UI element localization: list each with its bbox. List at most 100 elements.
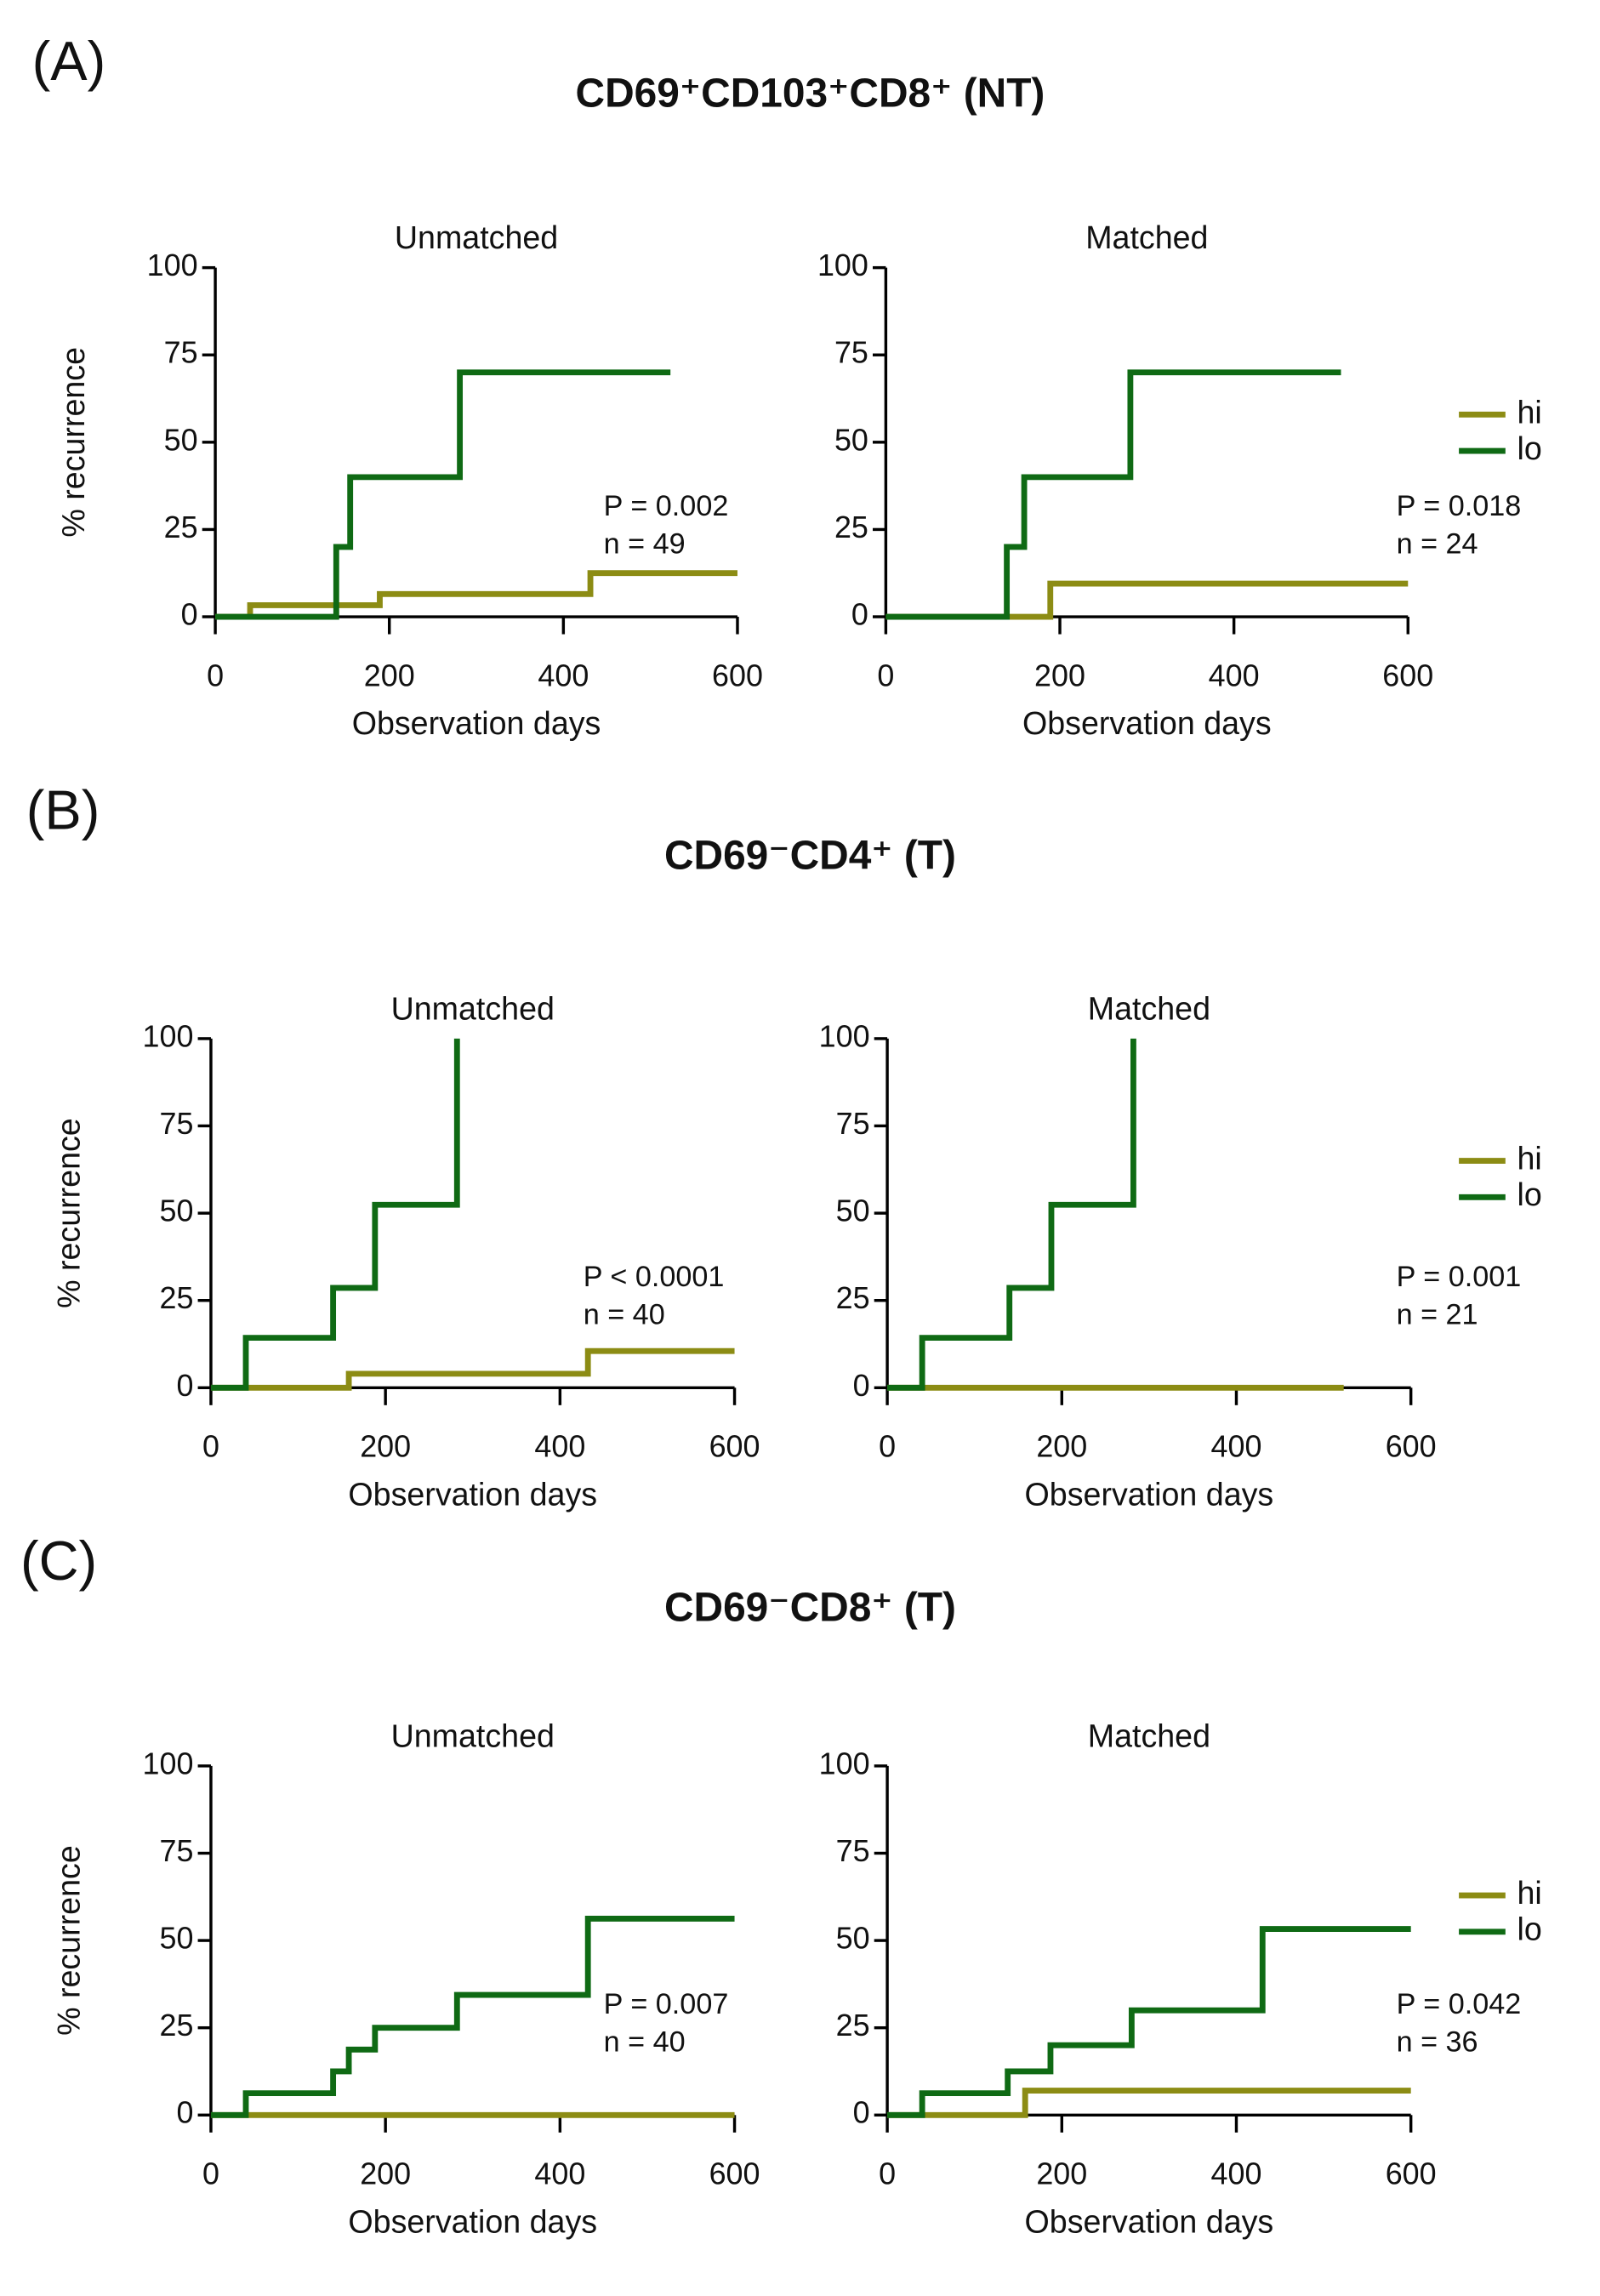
x-tick-label: 600 xyxy=(1386,2157,1437,2191)
y-tick-label: 75 xyxy=(160,1107,194,1141)
x-tick-label: 0 xyxy=(877,658,894,692)
x-tick-label: 400 xyxy=(1211,2157,1262,2191)
survival-line xyxy=(885,580,1409,620)
x-tick-label: 400 xyxy=(1209,658,1260,692)
y-tick-label: 100 xyxy=(819,1746,870,1780)
x-tick-label: 600 xyxy=(709,2157,760,2191)
y-tick-label: 50 xyxy=(160,1194,194,1228)
x-tick-label: 600 xyxy=(1382,658,1433,692)
x-tick-label: 600 xyxy=(1386,1430,1437,1464)
y-tick-label: 50 xyxy=(160,1922,194,1956)
legend-label: hi xyxy=(1517,394,1542,430)
x-tick-label: 600 xyxy=(712,658,763,692)
annotation: P = 0.001 xyxy=(1397,1261,1522,1293)
x-tick-label: 200 xyxy=(1036,1430,1087,1464)
survival-line xyxy=(887,1926,1411,2118)
y-tick-label: 100 xyxy=(817,248,868,282)
y-tick-label: 25 xyxy=(160,1281,194,1315)
y-tick-label: 25 xyxy=(160,2008,194,2042)
chart-title: Matched xyxy=(1085,219,1208,255)
annotation: n = 49 xyxy=(604,527,686,560)
annotation: P < 0.0001 xyxy=(584,1261,725,1293)
x-tick-label: 400 xyxy=(534,2157,585,2191)
annotation: n = 36 xyxy=(1397,2026,1478,2059)
panel-title: CD69⁺CD103⁺CD8⁺ (NT) xyxy=(576,71,1045,116)
x-tick-label: 0 xyxy=(879,1430,896,1464)
y-tick-label: 0 xyxy=(853,2096,870,2130)
x-axis-label: Observation days xyxy=(1025,1476,1274,1512)
legend-label: hi xyxy=(1517,1140,1542,1176)
survival-line xyxy=(210,1347,735,1391)
y-axis-label: % recurrence xyxy=(51,1118,87,1308)
y-tick-label: 75 xyxy=(836,1107,870,1141)
y-tick-label: 0 xyxy=(176,2096,193,2130)
x-axis-label: Observation days xyxy=(1025,2203,1274,2239)
chart-title: Matched xyxy=(1088,1718,1210,1753)
annotation: P = 0.002 xyxy=(604,490,729,522)
x-tick-label: 200 xyxy=(1036,2157,1087,2191)
x-tick-label: 200 xyxy=(360,2157,411,2191)
annotation: P = 0.042 xyxy=(1397,1988,1522,2020)
chart-title: Unmatched xyxy=(391,1718,555,1753)
y-tick-label: 25 xyxy=(836,2008,870,2042)
x-tick-label: 0 xyxy=(202,2157,219,2191)
y-tick-label: 100 xyxy=(143,1019,194,1053)
y-tick-label: 50 xyxy=(164,423,198,457)
y-tick-label: 50 xyxy=(836,1922,870,1956)
annotation: n = 40 xyxy=(584,1299,665,1331)
survival-line xyxy=(210,1916,735,2118)
y-tick-label: 100 xyxy=(143,1746,194,1780)
survival-line xyxy=(887,2088,1411,2118)
y-tick-label: 75 xyxy=(834,336,868,370)
y-tick-label: 25 xyxy=(834,510,868,544)
y-tick-label: 0 xyxy=(181,598,198,632)
y-axis-label: % recurrence xyxy=(51,1845,87,2036)
y-tick-label: 0 xyxy=(851,598,868,632)
y-tick-label: 75 xyxy=(836,1834,870,1868)
chart-title: Unmatched xyxy=(391,990,555,1026)
panel-label: (C) xyxy=(20,1530,97,1592)
survival-line xyxy=(885,369,1341,620)
panel-title: CD69⁻CD4⁺ (T) xyxy=(664,834,956,879)
legend-label: hi xyxy=(1517,1875,1542,1911)
x-tick-label: 200 xyxy=(360,1430,411,1464)
x-tick-label: 600 xyxy=(709,1430,760,1464)
y-tick-label: 75 xyxy=(160,1834,194,1868)
x-tick-label: 400 xyxy=(534,1430,585,1464)
x-axis-label: Observation days xyxy=(348,2203,597,2239)
x-tick-label: 0 xyxy=(207,658,224,692)
y-tick-label: 50 xyxy=(836,1194,870,1228)
annotation: n = 24 xyxy=(1397,527,1478,560)
x-axis-label: Observation days xyxy=(352,705,601,741)
annotation: P = 0.018 xyxy=(1397,490,1522,522)
chart-title: Matched xyxy=(1088,990,1210,1026)
panel-label: (B) xyxy=(26,779,100,841)
x-tick-label: 0 xyxy=(879,2157,896,2191)
x-axis-label: Observation days xyxy=(1022,705,1272,741)
y-tick-label: 75 xyxy=(164,336,198,370)
annotation: P = 0.007 xyxy=(604,1988,729,2020)
x-tick-label: 200 xyxy=(364,658,415,692)
y-tick-label: 100 xyxy=(819,1019,870,1053)
x-tick-label: 0 xyxy=(202,1430,219,1464)
x-axis-label: Observation days xyxy=(348,1476,597,1512)
panel-label: (A) xyxy=(32,30,106,92)
legend-label: lo xyxy=(1517,1911,1542,1947)
y-axis-label: % recurrence xyxy=(55,347,91,538)
y-tick-label: 0 xyxy=(176,1369,193,1403)
x-tick-label: 400 xyxy=(538,658,589,692)
x-tick-label: 200 xyxy=(1034,658,1085,692)
survival-line xyxy=(887,1038,1136,1391)
survival-line xyxy=(215,570,737,620)
y-tick-label: 25 xyxy=(164,510,198,544)
x-tick-label: 400 xyxy=(1211,1430,1262,1464)
panel-title: CD69⁻CD8⁺ (T) xyxy=(664,1586,956,1631)
chart-title: Unmatched xyxy=(395,219,558,255)
y-tick-label: 100 xyxy=(147,248,198,282)
legend-label: lo xyxy=(1517,430,1542,466)
annotation: n = 40 xyxy=(604,2026,686,2059)
survival-line xyxy=(215,369,671,620)
survival-line xyxy=(210,1038,460,1391)
y-tick-label: 25 xyxy=(836,1281,870,1315)
